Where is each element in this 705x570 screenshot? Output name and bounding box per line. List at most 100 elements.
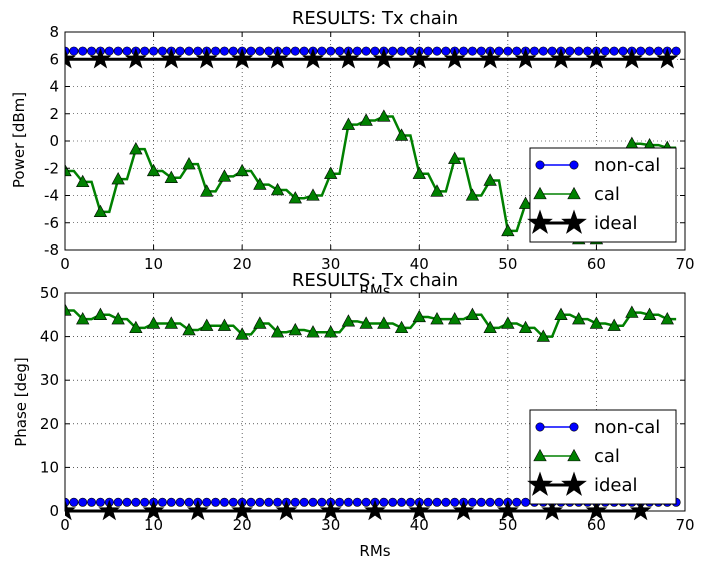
phase-point-cal bbox=[394, 320, 409, 334]
phase-x-tick-label: 50 bbox=[498, 516, 517, 534]
power-point-cal bbox=[146, 163, 161, 177]
phase-point-non-cal bbox=[273, 497, 283, 507]
phase-point-ideal bbox=[541, 499, 563, 521]
power-point-cal bbox=[288, 191, 302, 204]
power-y-tick-label: -4 bbox=[44, 187, 59, 205]
power-point-non-cal bbox=[432, 46, 442, 56]
power-x-tick-label: 0 bbox=[60, 255, 70, 273]
power-point-cal bbox=[483, 173, 497, 186]
phase-point-non-cal bbox=[352, 497, 362, 507]
phase-point-non-cal bbox=[512, 497, 522, 507]
phase-point-cal bbox=[518, 320, 533, 334]
phase-point-ideal bbox=[452, 499, 475, 521]
power-point-non-cal bbox=[476, 46, 486, 56]
power-point-cal bbox=[394, 128, 409, 141]
phase-x-tick-label: 0 bbox=[60, 516, 70, 534]
phase-point-cal bbox=[164, 316, 178, 329]
power-point-cal bbox=[164, 170, 178, 183]
power-point-cal bbox=[501, 223, 515, 237]
power-point-non-cal bbox=[653, 46, 663, 56]
power-point-non-cal bbox=[184, 46, 194, 56]
phase-point-cal bbox=[182, 322, 196, 336]
phase-point-non-cal bbox=[388, 497, 398, 507]
power-point-ideal bbox=[621, 47, 643, 69]
phase-point-cal bbox=[642, 307, 657, 320]
phase-point-non-cal bbox=[95, 497, 105, 507]
power-legend-marker-non-cal bbox=[535, 160, 545, 170]
phase-legend-marker-ideal bbox=[561, 471, 587, 496]
phase-x-tick-label: 10 bbox=[144, 516, 163, 534]
power-point-cal bbox=[65, 163, 72, 177]
power-point-ideal bbox=[585, 47, 608, 69]
power-point-cal bbox=[200, 184, 214, 197]
power-point-non-cal bbox=[565, 46, 575, 56]
power-point-non-cal bbox=[264, 46, 274, 56]
power-point-cal bbox=[430, 184, 444, 197]
phase-point-cal bbox=[217, 318, 232, 331]
phase-point-non-cal bbox=[175, 497, 185, 507]
phase-point-cal bbox=[93, 307, 108, 320]
power-point-non-cal bbox=[326, 46, 336, 56]
power-point-non-cal bbox=[512, 46, 522, 56]
phase-legend-label-non-cal: non-cal bbox=[594, 417, 660, 438]
power-y-tick-label: -6 bbox=[44, 214, 59, 232]
phase-point-cal bbox=[76, 312, 90, 325]
power-x-tick-label: 30 bbox=[321, 255, 340, 273]
phase-point-non-cal bbox=[335, 497, 345, 507]
phase-x-tick-label: 70 bbox=[675, 516, 694, 534]
power-x-tick-label: 70 bbox=[675, 255, 694, 273]
power-point-non-cal bbox=[423, 46, 433, 56]
power-point-cal bbox=[341, 117, 356, 130]
power-point-non-cal bbox=[246, 46, 256, 56]
phase-point-cal bbox=[572, 312, 586, 325]
phase-point-cal bbox=[200, 318, 214, 331]
power-point-non-cal bbox=[618, 46, 628, 56]
power-point-non-cal bbox=[317, 46, 327, 56]
power-x-tick-label: 10 bbox=[144, 255, 163, 273]
power-point-non-cal bbox=[397, 46, 407, 56]
power-point-non-cal bbox=[547, 46, 557, 56]
phase-y-tick-label: 30 bbox=[40, 371, 59, 389]
power-y-tick-label: 2 bbox=[49, 105, 59, 123]
phase-chart-title: RESULTS: Tx chain bbox=[292, 270, 458, 291]
phase-point-non-cal bbox=[78, 497, 88, 507]
phase-legend-marker-non-cal bbox=[535, 422, 545, 432]
phase-point-ideal bbox=[275, 499, 298, 521]
phase-point-non-cal bbox=[308, 497, 318, 507]
power-point-non-cal bbox=[388, 46, 398, 56]
phase-point-cal bbox=[660, 312, 674, 325]
phase-series-line-cal bbox=[65, 309, 677, 338]
power-point-cal bbox=[76, 174, 90, 188]
power-point-ideal bbox=[656, 47, 679, 69]
phase-point-cal bbox=[430, 312, 444, 325]
power-point-non-cal bbox=[140, 46, 150, 56]
power-point-cal bbox=[412, 166, 426, 179]
phase-point-non-cal bbox=[521, 497, 531, 507]
phase-legend: non-cal cal ideal bbox=[527, 409, 677, 505]
power-point-cal bbox=[111, 172, 125, 185]
phase-legend-marker-ideal bbox=[527, 471, 553, 496]
power-x-tick-label: 20 bbox=[233, 255, 252, 273]
power-point-non-cal bbox=[361, 46, 371, 56]
power-point-ideal bbox=[479, 47, 501, 69]
phase-point-non-cal bbox=[264, 497, 274, 507]
power-point-non-cal bbox=[211, 46, 221, 56]
phase-point-cal bbox=[465, 307, 480, 320]
phase-y-tick-label: 20 bbox=[40, 415, 59, 433]
power-point-non-cal bbox=[467, 46, 477, 56]
phase-point-cal bbox=[270, 325, 285, 338]
power-y-tick-label: 6 bbox=[49, 50, 59, 68]
power-point-cal bbox=[324, 166, 338, 179]
power-point-ideal bbox=[195, 47, 218, 69]
phase-point-non-cal bbox=[476, 497, 486, 507]
phase-point-non-cal bbox=[255, 497, 265, 507]
power-point-non-cal bbox=[529, 46, 539, 56]
power-point-non-cal bbox=[671, 46, 681, 56]
power-point-non-cal bbox=[193, 46, 203, 56]
power-x-tick-label: 50 bbox=[498, 255, 517, 273]
phase-x-tick-label: 40 bbox=[410, 516, 429, 534]
power-legend-marker-cal bbox=[567, 186, 581, 200]
phase-point-cal bbox=[359, 316, 373, 329]
phase-panel: 0 10 20 30 40 50 60 70 0 10 20 30 40 50 non-cal cal idea… bbox=[12, 270, 695, 560]
power-point-non-cal bbox=[441, 46, 451, 56]
